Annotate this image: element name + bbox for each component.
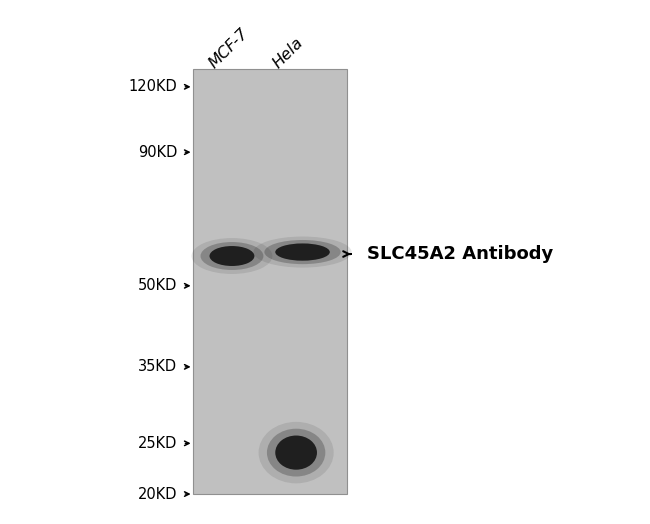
Text: 35KD: 35KD	[138, 359, 177, 374]
Text: 50KD: 50KD	[138, 278, 177, 293]
Text: Hela: Hela	[270, 35, 307, 71]
Ellipse shape	[275, 244, 330, 260]
Ellipse shape	[254, 236, 352, 268]
Ellipse shape	[209, 246, 254, 266]
Ellipse shape	[192, 238, 272, 274]
Ellipse shape	[265, 240, 341, 264]
Ellipse shape	[275, 435, 317, 470]
Text: SLC45A2 Antibody: SLC45A2 Antibody	[367, 245, 553, 263]
Text: MCF-7: MCF-7	[206, 26, 252, 71]
Text: 25KD: 25KD	[138, 436, 177, 451]
Ellipse shape	[200, 242, 263, 270]
Bar	[194, 69, 348, 494]
Text: 90KD: 90KD	[138, 145, 177, 160]
Text: 20KD: 20KD	[138, 487, 177, 501]
Text: 120KD: 120KD	[129, 79, 177, 94]
Ellipse shape	[259, 422, 333, 483]
Ellipse shape	[267, 429, 325, 476]
